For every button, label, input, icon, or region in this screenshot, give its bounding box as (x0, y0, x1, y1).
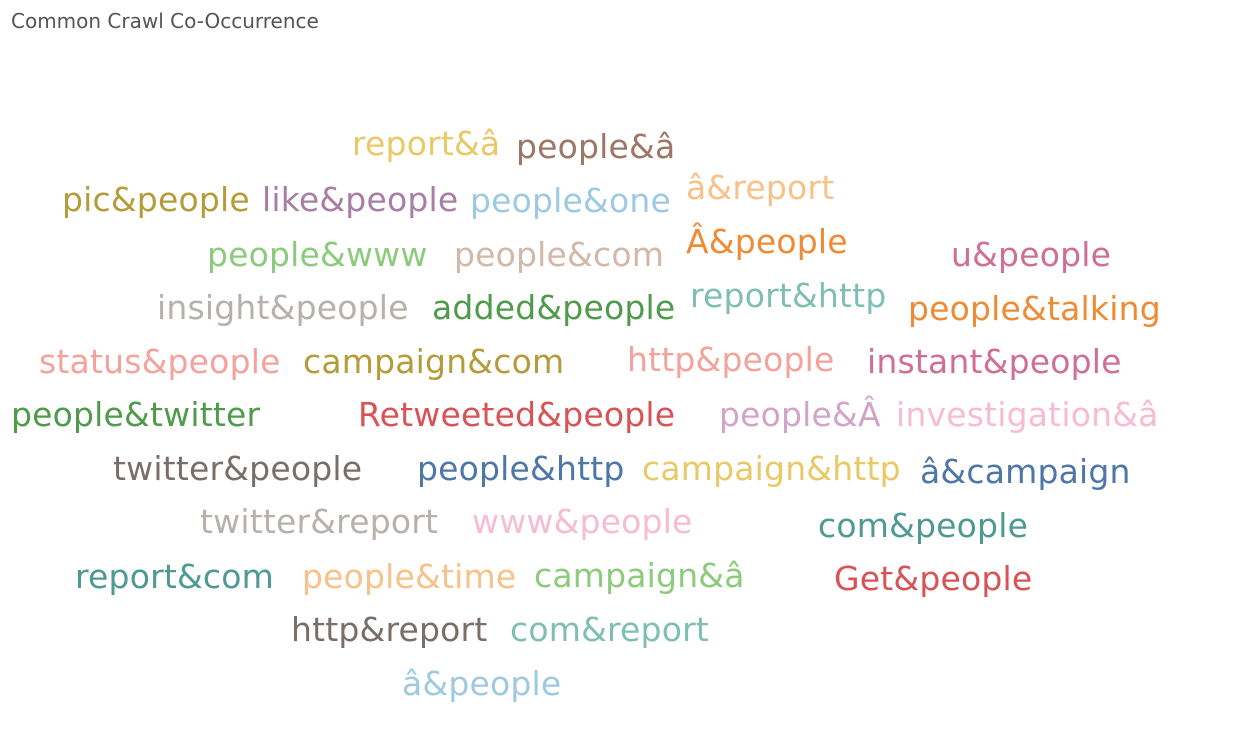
word-cloud-term: Get&people (834, 559, 1033, 598)
chart-title: Common Crawl Co-Occurrence (11, 9, 319, 33)
word-cloud-term: insight&people (157, 288, 409, 327)
word-cloud-term: Retweeted&people (358, 395, 676, 434)
word-cloud-term: investigation&â (896, 395, 1159, 434)
word-cloud-term: people&one (470, 181, 671, 220)
word-cloud-term: people&talking (908, 289, 1161, 328)
word-cloud-term: report&com (75, 557, 275, 596)
word-cloud-term: people&â (516, 127, 676, 166)
word-cloud-term: â&campaign (920, 452, 1131, 491)
word-cloud-term: people&com (454, 235, 665, 274)
word-cloud-term: twitter&people (113, 449, 363, 488)
word-cloud-term: Â&people (686, 222, 848, 261)
word-cloud-term: report&â (352, 124, 501, 163)
word-cloud-term: com&people (818, 506, 1029, 545)
word-cloud-term: com&report (510, 610, 710, 649)
word-cloud-term: u&people (951, 235, 1112, 274)
word-cloud-term: people&Â (719, 395, 881, 434)
word-cloud-term: twitter&report (200, 502, 439, 541)
word-cloud-term: http&report (291, 610, 488, 649)
word-cloud-term: people&www (207, 235, 428, 274)
word-cloud-term: â&report (686, 168, 835, 207)
word-cloud-term: â&people (402, 664, 562, 703)
word-cloud-term: pic&people (62, 180, 250, 219)
word-cloud-term: report&http (690, 276, 887, 315)
word-cloud-term: campaign&com (303, 342, 565, 381)
word-cloud-term: status&people (39, 342, 281, 381)
word-cloud-term: people&http (417, 449, 625, 488)
word-cloud-term: people&time (302, 557, 517, 596)
word-cloud-term: www&people (472, 502, 693, 541)
word-cloud-term: campaign&http (642, 449, 901, 488)
word-cloud-term: added&people (432, 288, 676, 327)
word-cloud-term: instant&people (867, 342, 1122, 381)
word-cloud-term: campaign&â (534, 556, 745, 595)
word-cloud-term: people&twitter (11, 395, 261, 434)
word-cloud-term: http&people (627, 340, 835, 379)
word-cloud-term: like&people (262, 180, 459, 219)
